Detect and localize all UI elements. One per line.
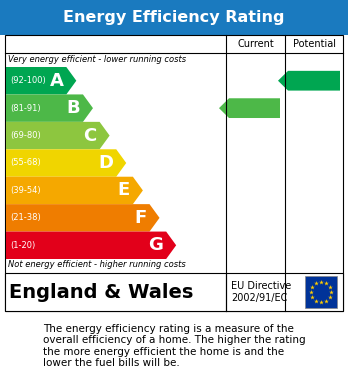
- Polygon shape: [6, 67, 76, 95]
- Polygon shape: [6, 231, 176, 259]
- Text: F: F: [134, 209, 147, 227]
- Text: Very energy efficient - lower running costs: Very energy efficient - lower running co…: [8, 55, 186, 64]
- Bar: [0, 0, 348, 35]
- Polygon shape: [6, 177, 143, 204]
- Polygon shape: [6, 149, 126, 177]
- Bar: [5, 273, 343, 311]
- Text: 2002/91/EC: 2002/91/EC: [231, 293, 287, 303]
- Text: D: D: [98, 154, 113, 172]
- Text: EU Directive: EU Directive: [231, 281, 291, 291]
- Text: (69-80): (69-80): [10, 131, 41, 140]
- Polygon shape: [219, 98, 280, 118]
- Text: Energy Efficiency Rating: Energy Efficiency Rating: [63, 10, 285, 25]
- Polygon shape: [6, 204, 159, 231]
- Text: 84: 84: [245, 101, 264, 115]
- Polygon shape: [278, 71, 340, 91]
- Text: A: A: [49, 72, 63, 90]
- Polygon shape: [6, 122, 110, 149]
- Text: Current: Current: [237, 39, 274, 49]
- Text: Potential: Potential: [293, 39, 335, 49]
- Text: Not energy efficient - higher running costs: Not energy efficient - higher running co…: [8, 260, 186, 269]
- Text: (39-54): (39-54): [10, 186, 41, 195]
- Text: (1-20): (1-20): [10, 241, 35, 250]
- Text: England & Wales: England & Wales: [9, 283, 193, 301]
- Text: (55-68): (55-68): [10, 158, 41, 167]
- Text: C: C: [84, 127, 97, 145]
- Text: (92-100): (92-100): [10, 76, 46, 85]
- Bar: [305, 276, 337, 308]
- Text: E: E: [118, 181, 130, 199]
- Text: G: G: [148, 236, 163, 254]
- Text: B: B: [66, 99, 80, 117]
- Text: The energy efficiency rating is a measure of the
overall efficiency of a home. T: The energy efficiency rating is a measur…: [43, 324, 305, 368]
- Text: 95: 95: [304, 74, 324, 88]
- Text: (21-38): (21-38): [10, 213, 41, 222]
- Polygon shape: [6, 95, 93, 122]
- Bar: [5, 35, 343, 311]
- Text: (81-91): (81-91): [10, 104, 41, 113]
